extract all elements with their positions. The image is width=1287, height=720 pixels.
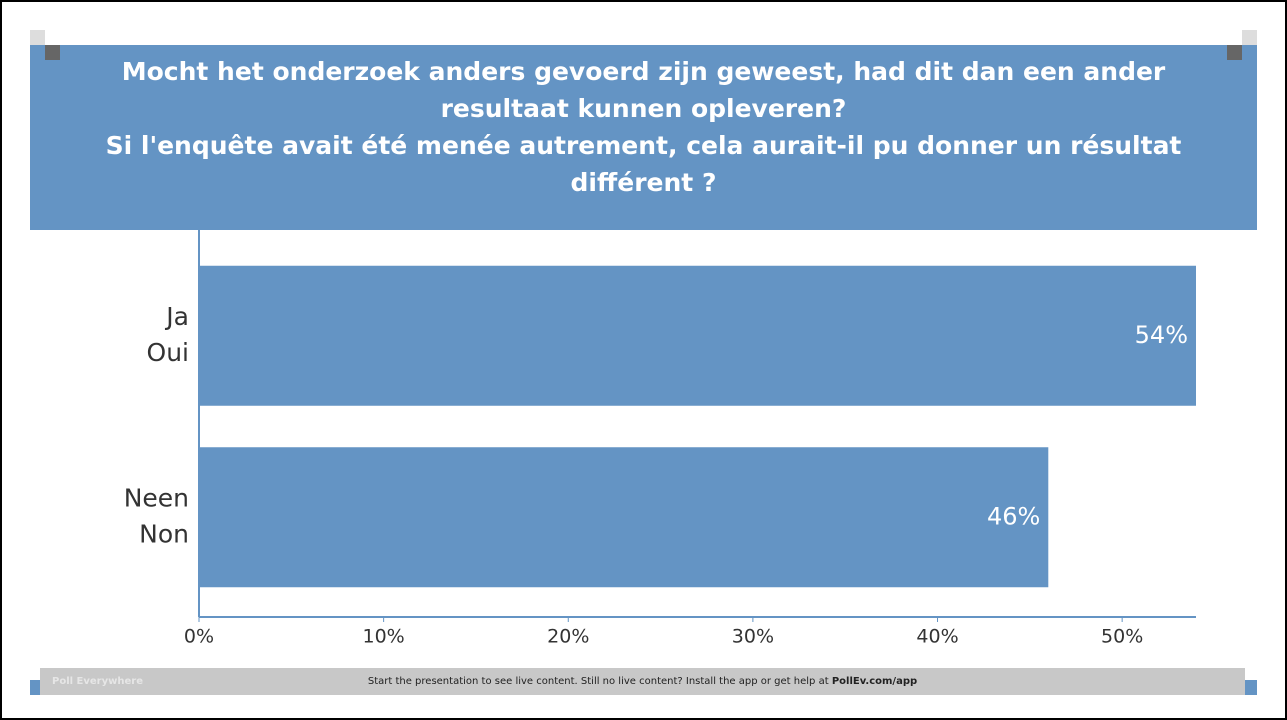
footer-bar: Poll Everywhere Start the presentation t… xyxy=(40,668,1245,695)
corner-deco xyxy=(45,30,60,45)
value-label: 54% xyxy=(1135,321,1188,349)
y-tick-label: Ja xyxy=(164,302,189,331)
x-tick-label: 30% xyxy=(732,626,774,648)
footer-text: Start the presentation to see live conte… xyxy=(367,676,829,687)
x-tick-label: 0% xyxy=(184,626,214,648)
footer-link[interactable]: PollEv.com/app xyxy=(831,676,918,687)
bar xyxy=(199,447,1049,588)
y-tick-label: Non xyxy=(139,519,189,548)
corner-deco xyxy=(45,45,60,60)
corner-deco xyxy=(30,30,45,45)
corner-deco xyxy=(1227,30,1242,45)
x-tick-label: 50% xyxy=(1101,626,1143,648)
footer-brand: Poll Everywhere xyxy=(52,676,143,687)
x-tick-label: 40% xyxy=(916,626,958,648)
y-tick-label: Neen xyxy=(124,483,189,512)
title-line: Si l'enquête avait été menée autrement, … xyxy=(105,131,1182,197)
x-tick-label: 20% xyxy=(547,626,589,648)
bar xyxy=(199,265,1196,406)
title-banner: Mocht het onderzoek anders gevoerd zijn … xyxy=(30,45,1257,230)
corner-deco xyxy=(1242,680,1257,695)
value-label: 46% xyxy=(987,502,1040,530)
y-tick-label: Oui xyxy=(147,338,189,367)
x-tick-label: 10% xyxy=(363,626,405,648)
footer-message: Start the presentation to see live conte… xyxy=(40,668,1245,695)
title-line: Mocht het onderzoek anders gevoerd zijn … xyxy=(121,57,1166,123)
corner-deco xyxy=(1227,45,1242,60)
corner-deco xyxy=(1242,30,1257,45)
